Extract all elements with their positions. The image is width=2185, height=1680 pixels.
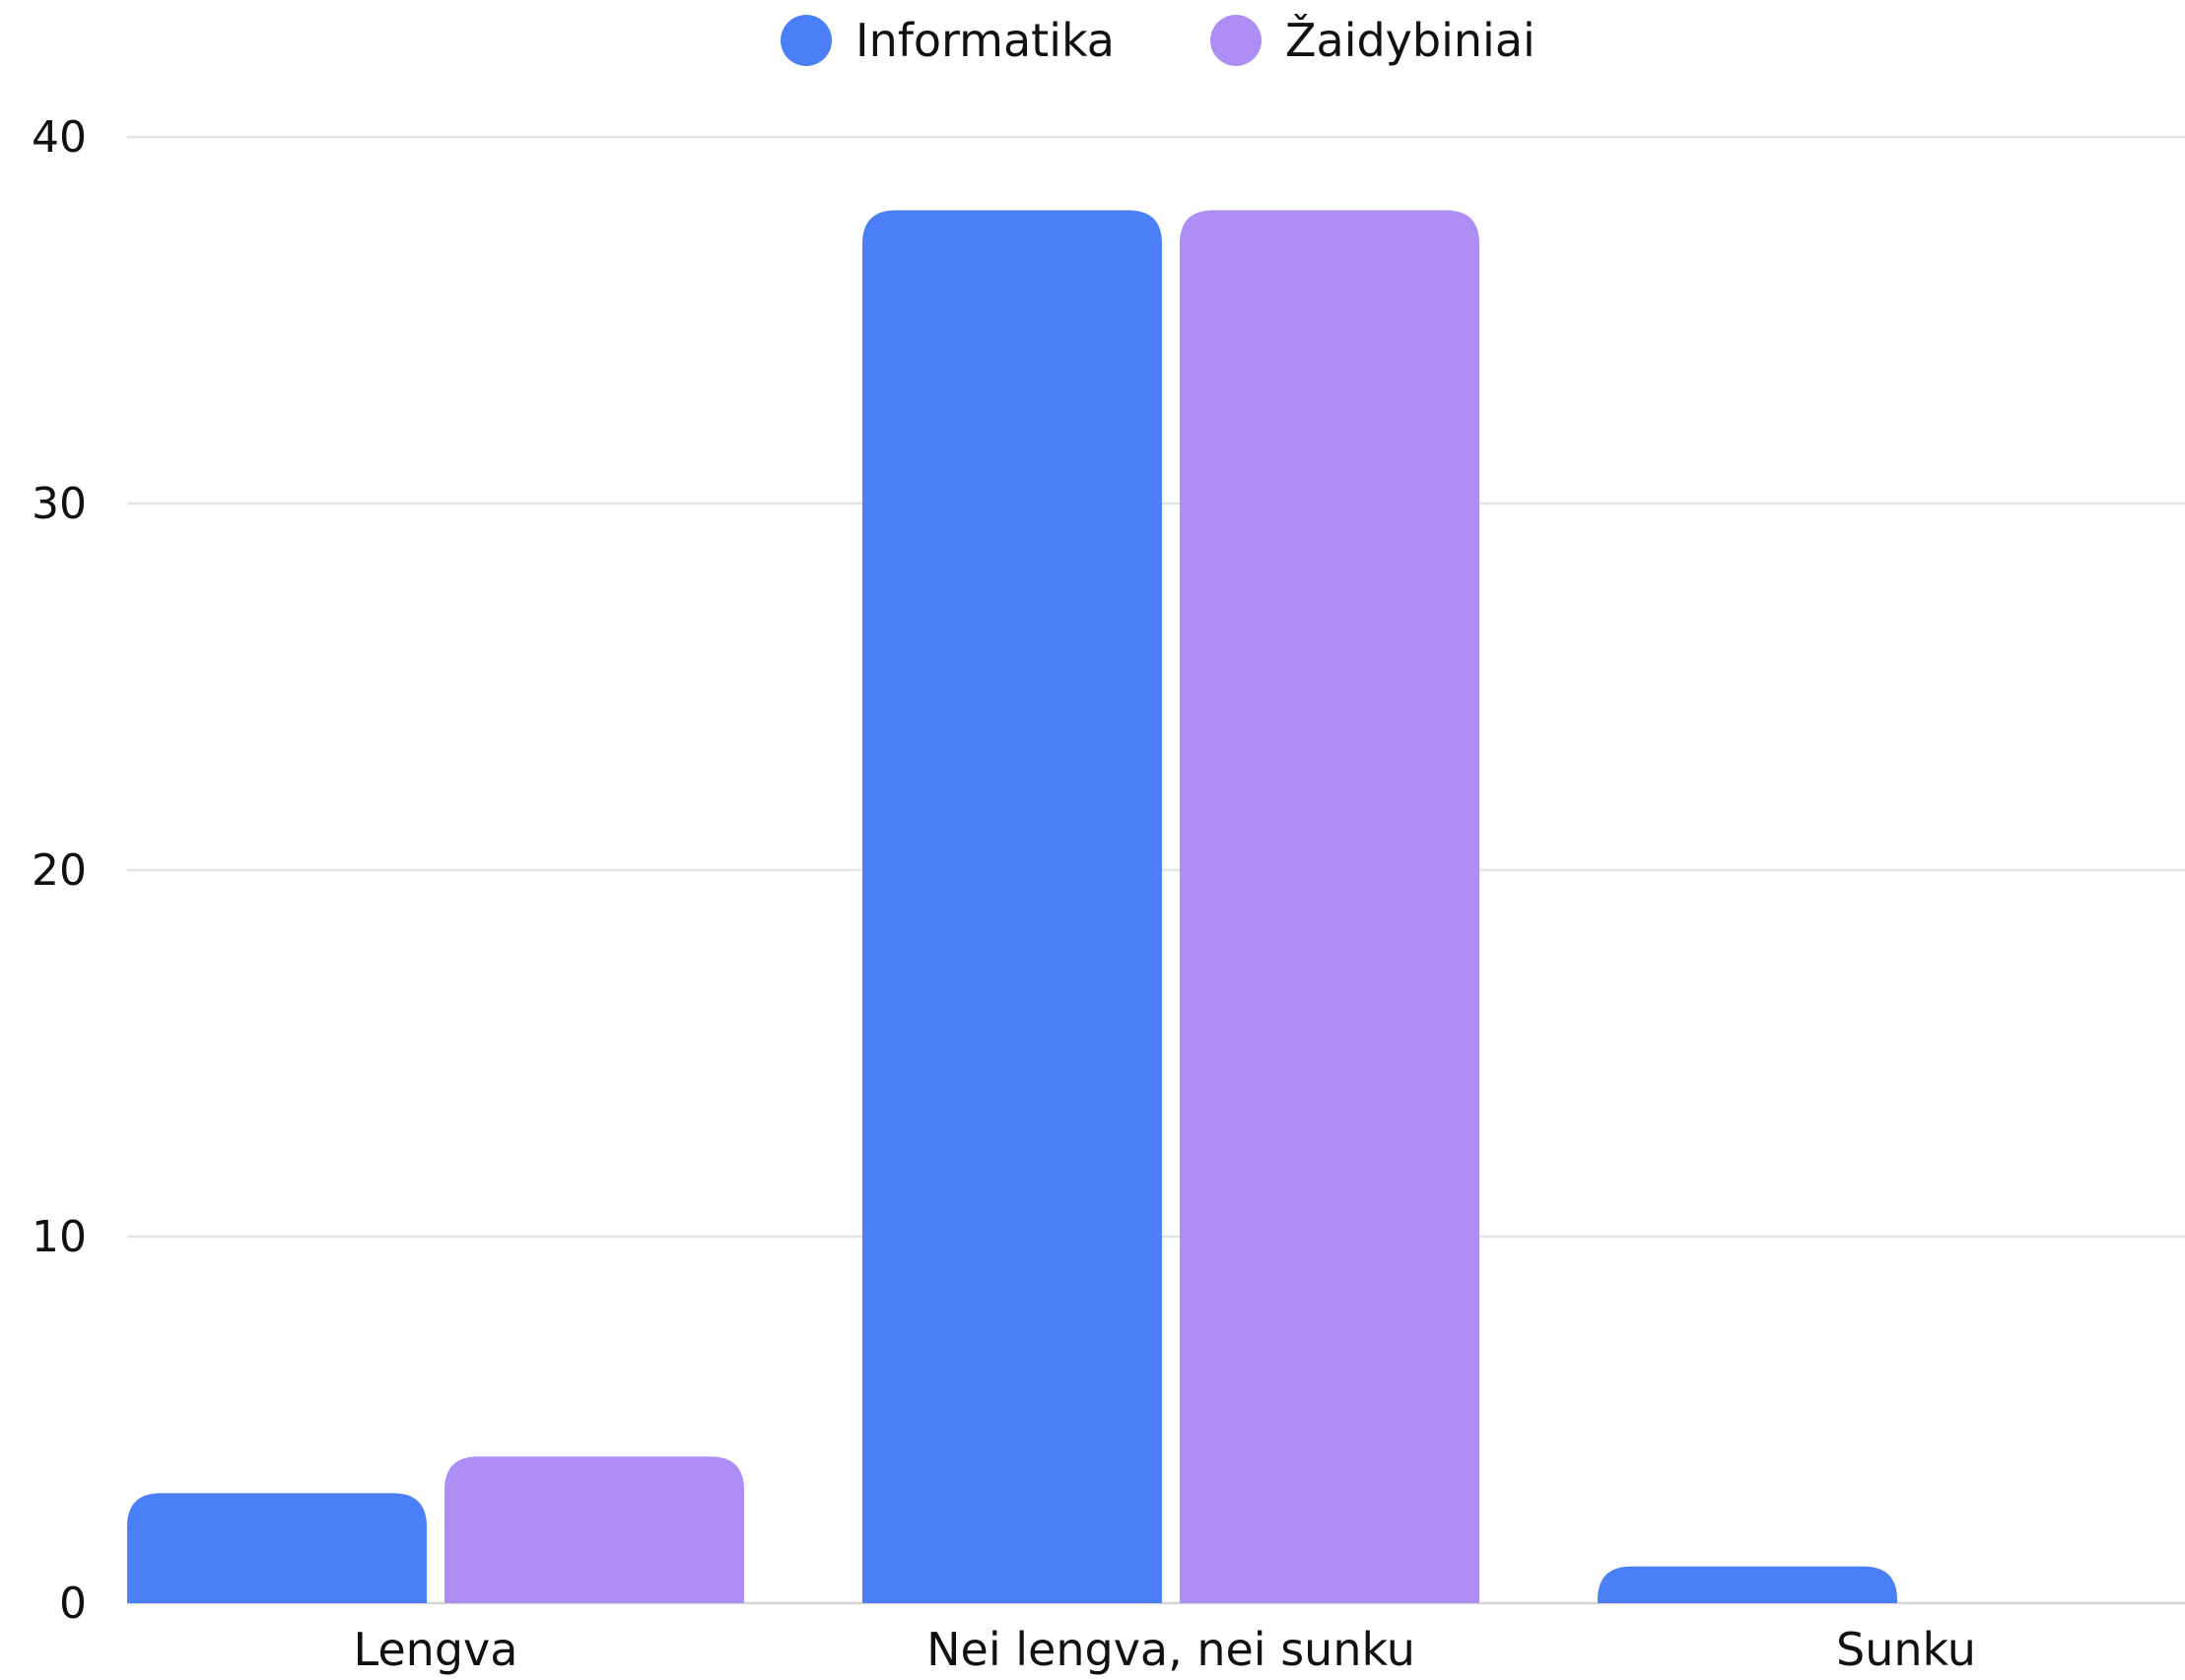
x-tick-label: Nei lengva, nei sunku <box>926 1623 1415 1676</box>
legend[interactable]: Informatika Žaidybiniai <box>781 14 1536 67</box>
y-tick-label: 30 <box>32 479 87 529</box>
y-tick-label: 40 <box>32 112 87 163</box>
legend-swatch <box>1210 15 1262 66</box>
x-tick-label: Lengva <box>354 1623 518 1676</box>
bar-informatika[interactable] <box>862 210 1162 1603</box>
legend-label: Žaidybiniai <box>1285 14 1536 67</box>
bar-zaidybiniai[interactable] <box>444 1456 744 1603</box>
legend-swatch <box>781 15 832 66</box>
y-tick-label: 20 <box>32 845 87 896</box>
legend-item[interactable]: Žaidybiniai <box>1210 14 1536 67</box>
bar-informatika[interactable] <box>1598 1566 1897 1603</box>
y-tick-label: 10 <box>32 1212 87 1262</box>
bar-zaidybiniai[interactable] <box>1180 210 1479 1603</box>
x-tick-label: Sunku <box>1836 1623 1976 1676</box>
legend-label: Informatika <box>855 14 1115 67</box>
y-axis-ticks: 0 10 20 30 40 <box>32 112 87 1629</box>
y-tick-label: 0 <box>59 1579 87 1629</box>
x-axis-labels: Lengva Nei lengva, nei sunku Sunku <box>354 1623 1976 1676</box>
legend-item[interactable]: Informatika <box>781 14 1115 67</box>
bars <box>127 210 1897 1603</box>
bar-informatika[interactable] <box>127 1493 427 1603</box>
